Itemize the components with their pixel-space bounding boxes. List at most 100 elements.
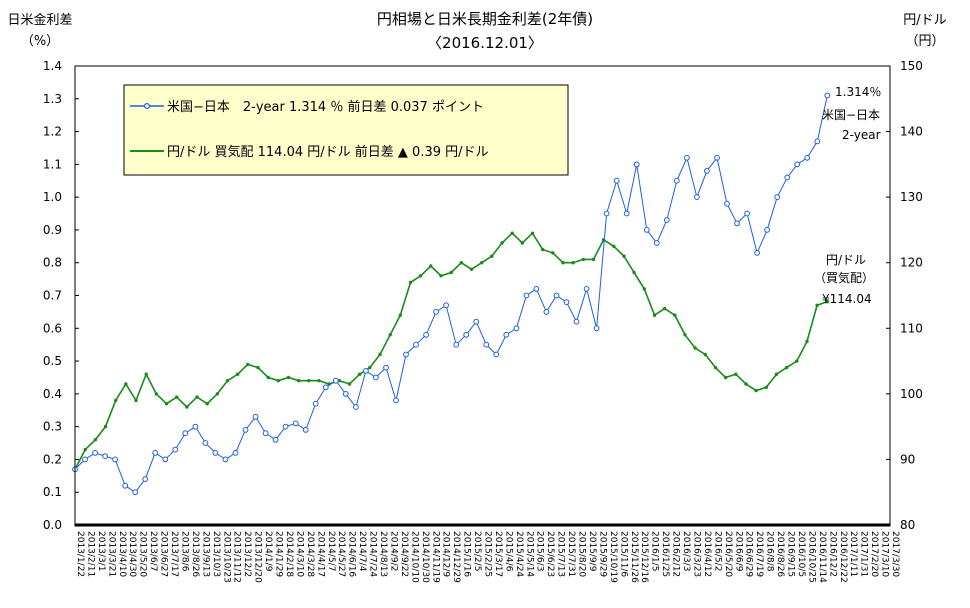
x-tick-label: 2016/11/14 (817, 531, 827, 583)
x-tick-label: 2014/3/10 (294, 531, 304, 577)
x-tick-label: 2014/7/4 (357, 531, 367, 572)
data-point (541, 247, 545, 252)
data-point (317, 379, 321, 383)
data-point (573, 318, 580, 325)
data-point (134, 398, 138, 403)
data-point (342, 391, 349, 397)
data-point (225, 379, 230, 383)
data-point (523, 292, 530, 299)
legend-label-spread: 米国−日本 2-year 1.314 ％ 前日差 0.037 ポイント (167, 99, 484, 115)
data-point (242, 427, 249, 433)
data-point (764, 385, 768, 389)
data-point (439, 274, 443, 278)
x-tick-label: 2016/10/5 (796, 531, 806, 577)
data-point (613, 177, 620, 184)
data-point (653, 240, 660, 246)
data-point (500, 241, 504, 245)
x-tick-label: 2015/2/5 (472, 531, 482, 571)
x-tick-label: 2013/10/23 (221, 531, 231, 583)
data-point (286, 375, 291, 380)
data-point (423, 331, 430, 338)
data-point (764, 227, 770, 233)
data-point (292, 420, 299, 427)
series-yen-dollar (73, 231, 829, 471)
left-tick-label: 0.5 (43, 354, 62, 368)
yen-end-label: 円/ドル （買気配） ¥114.04 (814, 253, 874, 306)
data-point (794, 161, 801, 168)
data-point (393, 397, 399, 404)
data-point (510, 231, 514, 235)
x-tick-label: 2014/1/29 (274, 531, 284, 577)
data-point (302, 427, 309, 433)
x-tick-label: 2017/3/30 (890, 531, 900, 577)
data-point (744, 382, 748, 386)
data-point (403, 351, 409, 358)
x-tick-label: 2013/6/7 (148, 531, 158, 571)
data-point (419, 274, 423, 278)
data-point (754, 250, 760, 256)
right-axis-unit: （円） (905, 34, 944, 49)
data-point (663, 217, 670, 224)
spread-end-series-name: 米国−日本 (822, 108, 880, 122)
data-point (814, 138, 821, 145)
x-tick-label: 2014/12/9 (441, 531, 451, 577)
x-tick-label: 2015/2/25 (483, 531, 493, 577)
data-point (490, 254, 494, 258)
x-tick-label: 2015/11/26 (629, 531, 639, 583)
triangle-up-icon: ▲ (398, 145, 408, 160)
data-point (623, 210, 630, 217)
x-tick-label: 2013/11/12 (232, 531, 242, 583)
data-point (252, 413, 259, 420)
data-point (642, 287, 646, 291)
left-tick-label: 1.3 (43, 92, 62, 106)
data-point (93, 438, 98, 442)
x-tick-label: 2014/9/22 (399, 531, 409, 577)
x-tick-label: 2014/5/27 (336, 531, 346, 577)
x-tick-label: 2015/5/14 (524, 531, 534, 577)
x-tick-label: 2014/3/28 (305, 531, 315, 577)
x-tick-label: 2014/7/24 (368, 531, 378, 577)
x-tick-label: 2013/12/2 (242, 531, 252, 577)
data-point (408, 280, 413, 285)
data-point (662, 306, 667, 311)
data-point (307, 379, 311, 383)
data-point (513, 325, 520, 332)
data-point (429, 264, 433, 268)
data-point (734, 372, 738, 376)
data-point (774, 372, 779, 376)
data-point (503, 331, 510, 338)
data-point (724, 200, 730, 207)
left-tick-label: 0.1 (43, 485, 62, 499)
data-point (122, 482, 129, 489)
data-point (152, 450, 159, 456)
data-point (473, 318, 480, 325)
x-tick-label: 2015/8/20 (577, 531, 587, 577)
data-point (398, 313, 402, 317)
x-tick-label: 2015/12/16 (639, 531, 649, 583)
yen-end-type: （買気配） (814, 270, 874, 285)
x-tick-label: 2015/10/19 (608, 531, 618, 583)
left-axis-unit: （%） (21, 34, 59, 49)
data-point (784, 365, 789, 370)
data-point (652, 313, 657, 317)
data-point (102, 453, 108, 460)
x-tick-label: 2014/12/29 (451, 531, 461, 583)
data-point (673, 313, 677, 317)
x-tick-label: 2014/1/9 (263, 531, 273, 572)
left-tick-label: 0.9 (43, 223, 62, 237)
x-tick-label: 2013/2/11 (85, 531, 95, 577)
data-point (195, 395, 199, 399)
x-tick-label: 2014/6/16 (347, 531, 357, 577)
data-point (332, 377, 339, 384)
x-tick-label: 2016/12/2 (827, 531, 837, 577)
x-tick-label: 2016/4/12 (702, 531, 712, 577)
x-tick-label: 2016/3/3 (681, 531, 691, 571)
data-point (714, 154, 720, 161)
left-tick-label: 0.7 (43, 289, 62, 303)
x-tick-label: 2014/4/17 (315, 531, 325, 577)
right-tick-label: 150 (900, 59, 923, 73)
yen-end-value: ¥114.04 (822, 292, 872, 306)
x-tick-label: 2016/1/5 (650, 531, 660, 571)
data-point (182, 430, 189, 437)
x-tick-label: 2013/1/22 (75, 531, 85, 577)
